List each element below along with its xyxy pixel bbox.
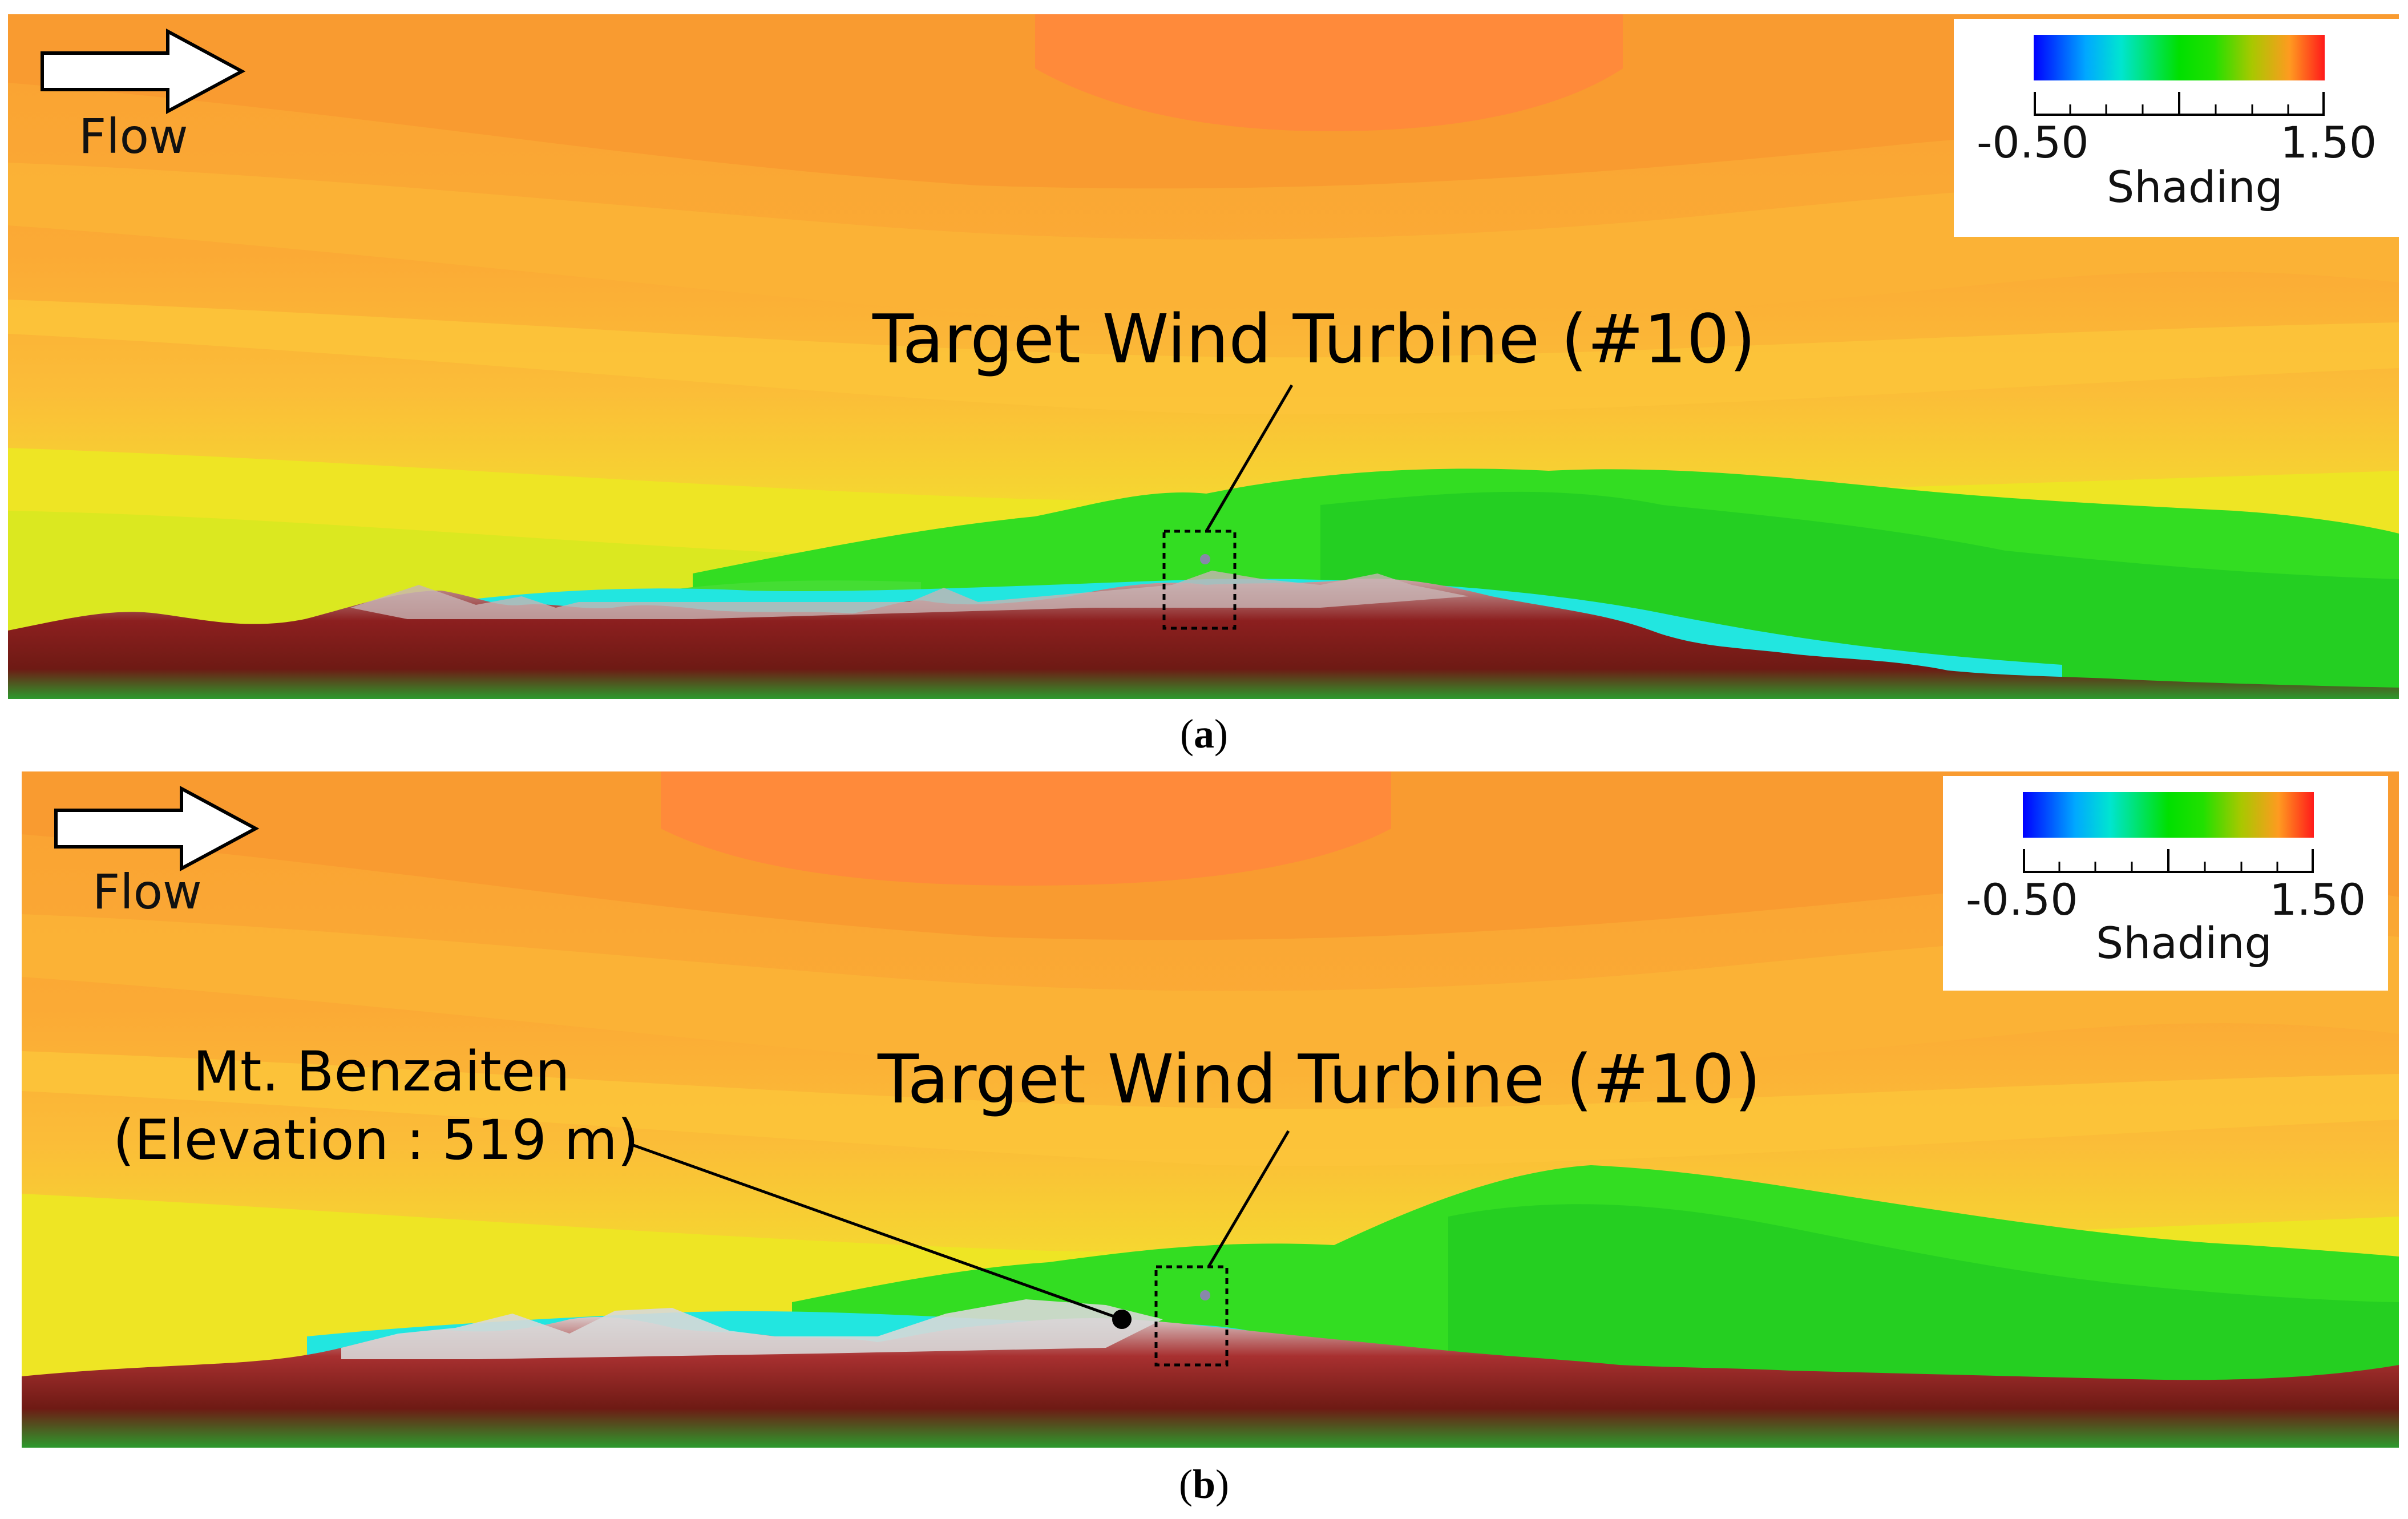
colorbar-max-label: 1.50 (2269, 874, 2366, 925)
jet-core (1035, 14, 1623, 131)
colorbar-title: Shading (2107, 161, 2283, 212)
panel-a: Flow -0.50 1.50 Shading Target Wind Turb… (8, 14, 2399, 699)
turbine-label: Target Wind Turbine (#10) (878, 1040, 1761, 1118)
colorbar-min-label: -0.50 (1977, 117, 2089, 168)
turbine-hub (1200, 1290, 1210, 1300)
mountain-label-elevation: (Elevation : 519 m) (113, 1108, 639, 1172)
colorbar-max-label: 1.50 (2280, 117, 2377, 168)
turbine-marker-box (1162, 530, 1237, 630)
flow-label: Flow (92, 864, 202, 920)
flow-arrow-icon (54, 785, 260, 872)
mountain-leader-line (633, 1144, 1122, 1321)
caption-b: (b) (1178, 1461, 1229, 1507)
turbine-label: Target Wind Turbine (#10) (872, 300, 1756, 378)
terrain-peaks (341, 1299, 1163, 1359)
contour-band (22, 914, 2399, 1077)
colorbar-title: Shading (2096, 918, 2272, 968)
turbine-hub (1200, 554, 1210, 564)
turbine-leader-line (1205, 384, 1294, 532)
turbine-marker-box (1154, 1265, 1229, 1367)
colorbar (2023, 792, 2314, 838)
jet-core (661, 771, 1391, 886)
caption-b-letter: b (1192, 1461, 1216, 1507)
flow-label: Flow (79, 108, 188, 164)
colorbar-ticks (2034, 92, 2325, 116)
contour-band (8, 300, 2399, 415)
colorbar-ticks (2023, 849, 2314, 873)
colorbar (2034, 35, 2325, 80)
contour-band (22, 1051, 2399, 1166)
colorbar-legend: -0.50 1.50 Shading (1954, 19, 2399, 237)
mountain-label-name: Mt. Benzaiten (193, 1040, 570, 1104)
panel-b-contour-plot (22, 771, 2399, 1448)
colorbar-min-label: -0.50 (1966, 874, 2078, 925)
turbine-leader-line (1207, 1130, 1290, 1268)
contour-band (8, 163, 2399, 326)
caption-a: (a) (1180, 711, 1228, 757)
flow-arrow-icon (41, 28, 246, 115)
panel-b: Flow -0.50 1.50 Shading Target Wind Turb… (22, 771, 2399, 1448)
terrain-peaks (350, 571, 1469, 619)
colorbar-legend: -0.50 1.50 Shading (1943, 776, 2388, 991)
caption-a-letter: a (1194, 711, 1214, 757)
